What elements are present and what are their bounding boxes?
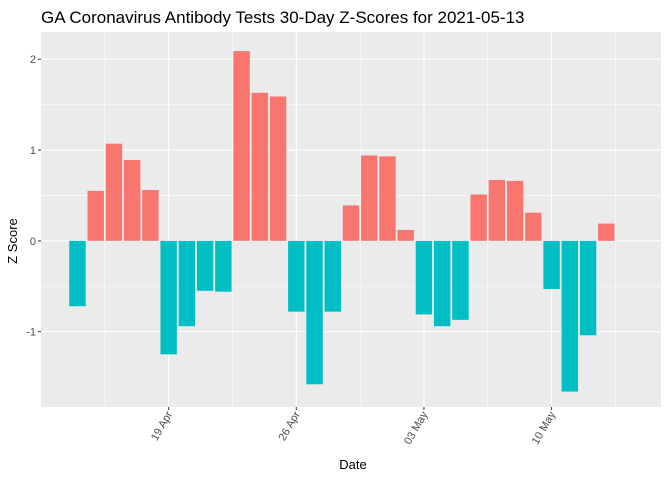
bars (69, 51, 615, 392)
y-axis-title: Z Score (5, 218, 20, 264)
y-tick-label: 2 (30, 54, 36, 66)
x-axis: 19 Apr 26 Apr 03 May 10 May (149, 407, 558, 447)
x-tick-label: 10 May (530, 409, 559, 447)
bar (561, 240, 579, 392)
bar (488, 180, 506, 241)
bar (379, 156, 396, 241)
bar (215, 240, 232, 292)
bar (105, 143, 123, 241)
bar (69, 240, 86, 307)
y-tick-label: 1 (30, 145, 36, 157)
bar (123, 160, 141, 241)
bar (361, 155, 378, 241)
bar (178, 240, 196, 327)
bar (251, 92, 269, 241)
bar (525, 212, 542, 241)
bar (233, 51, 250, 241)
y-tick-label: -1 (26, 327, 36, 339)
bar (452, 240, 469, 320)
bar (342, 205, 360, 241)
bar (196, 240, 214, 291)
bar (397, 229, 414, 241)
bar (142, 189, 159, 241)
bar (433, 240, 451, 327)
x-tick-label: 19 Apr (149, 409, 175, 443)
bar (269, 96, 287, 241)
x-tick-label: 03 May (402, 409, 431, 447)
bar (306, 240, 323, 385)
y-tick-label: 0 (30, 236, 36, 248)
bar (598, 223, 615, 241)
chart-title: GA Coronavirus Antibody Tests 30-Day Z-S… (41, 8, 524, 27)
x-axis-title: Date (339, 457, 366, 472)
bar (288, 240, 305, 312)
bar (543, 240, 560, 289)
bar (415, 240, 433, 315)
bar (324, 240, 341, 312)
bar (470, 194, 487, 241)
bar (579, 240, 597, 336)
bar (87, 190, 104, 241)
y-axis: -1 0 1 2 (26, 54, 41, 339)
bar (160, 240, 177, 355)
x-tick-label: 26 Apr (277, 409, 303, 443)
bar (506, 180, 524, 241)
